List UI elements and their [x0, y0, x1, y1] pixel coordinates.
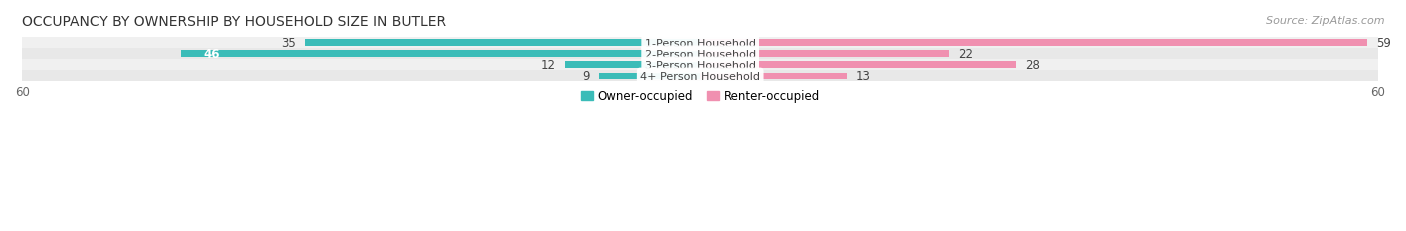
- Bar: [565, 62, 700, 69]
- Text: 13: 13: [856, 70, 870, 83]
- Text: 12: 12: [540, 59, 555, 72]
- Text: 46: 46: [204, 48, 219, 61]
- Legend: Owner-occupied, Renter-occupied: Owner-occupied, Renter-occupied: [576, 85, 824, 107]
- Bar: [305, 40, 700, 47]
- Bar: [22, 38, 1378, 49]
- Bar: [180, 51, 700, 58]
- Bar: [700, 51, 949, 58]
- Text: 3-Person Household: 3-Person Household: [645, 61, 755, 71]
- Text: 2-Person Household: 2-Person Household: [644, 50, 756, 60]
- Bar: [22, 49, 1378, 60]
- Text: 4+ Person Household: 4+ Person Household: [640, 72, 761, 82]
- Bar: [22, 71, 1378, 82]
- Text: 28: 28: [1025, 59, 1040, 72]
- Bar: [700, 62, 1017, 69]
- Text: 59: 59: [1375, 37, 1391, 50]
- Bar: [599, 73, 700, 80]
- Text: 9: 9: [582, 70, 589, 83]
- Bar: [700, 73, 846, 80]
- Text: Source: ZipAtlas.com: Source: ZipAtlas.com: [1267, 16, 1385, 26]
- Text: 22: 22: [957, 48, 973, 61]
- Bar: [22, 60, 1378, 71]
- Text: 1-Person Household: 1-Person Household: [645, 39, 755, 49]
- Bar: [700, 40, 1367, 47]
- Text: OCCUPANCY BY OWNERSHIP BY HOUSEHOLD SIZE IN BUTLER: OCCUPANCY BY OWNERSHIP BY HOUSEHOLD SIZE…: [22, 15, 447, 29]
- Text: 35: 35: [281, 37, 295, 50]
